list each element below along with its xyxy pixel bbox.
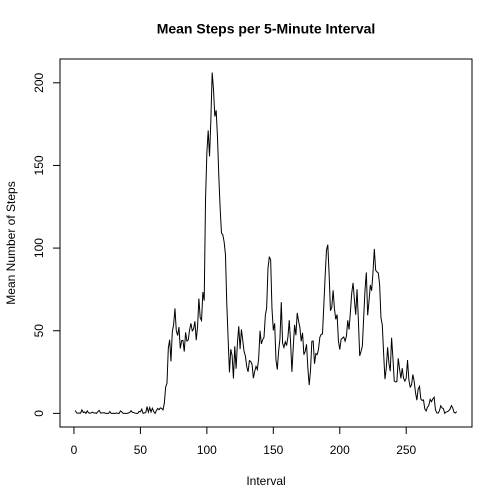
y-tick-label: 0 — [32, 410, 46, 417]
plot-box — [59, 58, 473, 428]
x-tick-label: 0 — [71, 443, 78, 457]
x-tick-label: 100 — [197, 443, 217, 457]
y-tick-label: 50 — [32, 324, 46, 338]
x-tick-label: 50 — [134, 443, 148, 457]
y-tick-label: 100 — [32, 238, 46, 258]
data-line — [74, 72, 458, 415]
x-axis-label: Interval — [246, 474, 285, 488]
x-tick-label: 250 — [396, 443, 416, 457]
y-axis-label: Mean Number of Steps — [4, 181, 18, 304]
x-tick-label: 150 — [263, 443, 283, 457]
x-tick-label: 200 — [330, 443, 350, 457]
chart-title: Mean Steps per 5-Minute Interval — [157, 21, 376, 37]
y-tick-label: 150 — [32, 155, 46, 175]
y-tick-label: 200 — [32, 72, 46, 92]
